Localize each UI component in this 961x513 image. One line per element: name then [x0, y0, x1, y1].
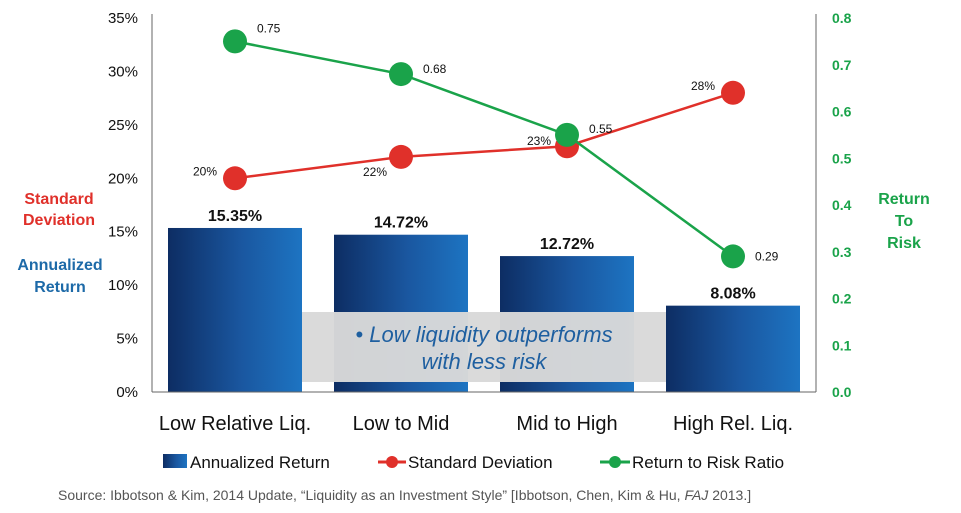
bar-value-label: 15.35%: [208, 208, 262, 225]
source-suffix: 2013.]: [708, 487, 752, 503]
legend-label: Standard Deviation: [408, 453, 553, 472]
bar-value-label: 8.08%: [710, 286, 755, 303]
axis-titles-group: Standard Deviation Annualized Return Return T…: [17, 191, 929, 296]
bar: [666, 305, 800, 392]
series-point: [223, 29, 247, 54]
y-left-tick-label: 20%: [108, 170, 138, 187]
y-right-tick-label: 0.7: [832, 57, 852, 73]
y-left-tick-label: 0%: [116, 384, 138, 401]
y-right-title: Return: [878, 191, 930, 208]
annotation-line: with less risk: [422, 349, 548, 374]
y-right-tick-label: 0.5: [832, 150, 852, 166]
point-label: 0.29: [755, 249, 779, 263]
y-right-tick-label: 0.2: [832, 291, 852, 307]
x-tick-label: Low to Mid: [353, 413, 450, 435]
y-right-tick-label: 0.4: [832, 197, 852, 213]
y-left-tick-label: 15%: [108, 224, 138, 241]
legend-swatch-dot: [386, 456, 398, 468]
series-point: [721, 244, 745, 269]
point-label: 22%: [363, 165, 387, 179]
point-label: 23%: [527, 134, 551, 148]
annotation-line: • Low liquidity outperforms: [355, 322, 612, 347]
y-right-title: To: [895, 213, 914, 230]
y-left-tick-label: 30%: [108, 63, 138, 80]
legend-label: Annualized Return: [190, 453, 330, 472]
y-right-tick-label: 0.3: [832, 244, 852, 260]
point-label: 0.55: [589, 122, 613, 136]
y-left-tick-label: 5%: [116, 331, 138, 348]
source-note: Source: Ibbotson & Kim, 2014 Update, “Li…: [58, 487, 751, 503]
y-right-tick-label: 0.6: [832, 104, 852, 120]
y-left-title-sd: Standard: [24, 191, 93, 208]
legend-swatch-dot: [609, 456, 621, 468]
source-prefix: Source: Ibbotson & Kim, 2014 Update, “Li…: [58, 487, 685, 503]
y-right-tick-label: 0.1: [832, 337, 852, 353]
bar-value-label: 12.72%: [540, 236, 594, 253]
point-label: 0.68: [423, 62, 447, 76]
series-line: [234, 91, 734, 180]
y-right-title: Risk: [887, 235, 921, 252]
y-right-tick-label: 0.8: [832, 10, 852, 26]
source-journal: FAJ: [684, 487, 709, 503]
legend-swatch-bar: [163, 454, 187, 468]
y-right-tick-label: 0.0: [832, 384, 852, 400]
y-left-title-sd: Deviation: [23, 212, 95, 229]
annotation-box: [302, 312, 666, 382]
lines-group: 20% 22% 23% 28% 0.75 0.68 0.55 0.29: [193, 21, 779, 269]
x-tick-label: Mid to High: [516, 413, 617, 435]
legend-label: Return to Risk Ratio: [632, 453, 784, 472]
y-left-tick-label: 25%: [108, 117, 138, 134]
point-label: 0.75: [257, 21, 281, 35]
bar-value-label: 14.72%: [374, 215, 428, 232]
series-point: [721, 80, 745, 105]
legend-group: Annualized Return Standard Deviation Retur…: [163, 453, 784, 472]
x-tick-label: Low Relative Liq.: [159, 413, 311, 435]
y-left-title-return: Return: [34, 279, 86, 296]
series-point: [389, 62, 413, 87]
point-label: 20%: [193, 164, 217, 178]
point-label: 28%: [691, 79, 715, 93]
series-point: [223, 166, 247, 191]
series-point: [389, 144, 413, 169]
series-point: [555, 122, 579, 147]
series-line: [234, 40, 734, 258]
y-left-tick-label: 35%: [108, 10, 138, 27]
bar: [168, 227, 302, 392]
y-left-tick-label: 10%: [108, 277, 138, 294]
x-tick-label: High Rel. Liq.: [673, 413, 793, 435]
y-left-title-return: Annualized: [17, 257, 102, 274]
axes-group: 0% 5% 10% 15% 20% 25% 30% 35% 0.0 0.1 0.2 0.3 0.4 0.5…: [108, 10, 852, 435]
